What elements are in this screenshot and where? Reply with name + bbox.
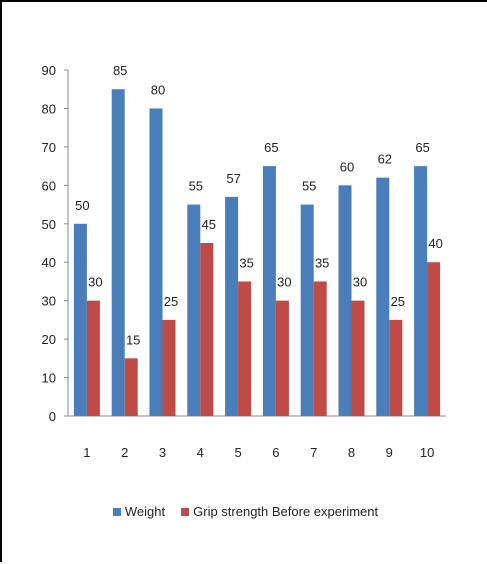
bar-weight	[414, 166, 428, 416]
y-axis-ticks: 0 10 20 30 40 50 60 70 80 90	[42, 63, 68, 424]
y-tick-label: 60	[42, 178, 56, 193]
data-label-weight: 60	[340, 159, 354, 174]
x-tick-label: 7	[310, 445, 317, 460]
data-label-grip-strength: 35	[239, 255, 253, 270]
y-tick-label: 40	[42, 255, 56, 270]
bar-grip-strength	[124, 358, 138, 416]
data-label-weight: 55	[302, 179, 316, 194]
data-label-weight: 85	[113, 63, 127, 78]
bar-weight	[225, 196, 239, 416]
x-tick-label: 10	[420, 445, 434, 460]
x-tick-label: 6	[272, 445, 279, 460]
y-tick-label: 70	[42, 140, 56, 155]
data-label-grip-strength: 25	[391, 294, 405, 309]
data-label-weight: 50	[75, 198, 89, 213]
bar-weight	[73, 223, 87, 416]
data-label-weight: 62	[378, 152, 392, 167]
data-label-grip-strength: 15	[126, 332, 140, 347]
legend-item-weight: Weight	[112, 504, 166, 519]
x-tick-label: 9	[386, 445, 393, 460]
data-label-grip-strength: 25	[164, 294, 178, 309]
legend: Weight Grip strength Before experiment	[2, 504, 487, 519]
data-label-grip-strength: 30	[88, 275, 102, 290]
bar-weight	[338, 185, 352, 416]
bar-weight	[187, 204, 201, 416]
bar-grip-strength	[351, 300, 365, 416]
y-tick-label: 90	[42, 63, 56, 78]
y-tick-label: 50	[42, 217, 56, 232]
y-tick-label: 30	[42, 294, 56, 309]
y-tick-label: 0	[49, 409, 56, 424]
data-label-grip-strength: 40	[428, 236, 442, 251]
bar-grip-strength	[427, 262, 441, 416]
x-tick-label: 4	[197, 445, 204, 460]
bar-grip-strength	[313, 281, 327, 416]
data-label-weight: 65	[415, 140, 429, 155]
bar-weight	[300, 204, 314, 416]
bars-group	[73, 89, 441, 416]
legend-item-grip-strength: Grip strength Before experiment	[181, 504, 378, 519]
x-tick-label: 8	[348, 445, 355, 460]
bar-grip-strength	[238, 281, 252, 416]
y-tick-label: 80	[42, 101, 56, 116]
legend-label-weight: Weight	[124, 504, 166, 519]
bar-grip-strength	[86, 300, 100, 416]
bar-grip-strength	[275, 300, 289, 416]
bar-grip-strength	[162, 319, 176, 416]
data-label-weight: 55	[189, 179, 203, 194]
data-label-grip-strength: 30	[353, 275, 367, 290]
legend-swatch-weight	[112, 507, 121, 516]
x-axis-ticks: 1 2 3 4 5 6 7 8 9 10	[83, 445, 434, 460]
x-tick-label: 3	[159, 445, 166, 460]
x-tick-label: 1	[83, 445, 90, 460]
y-tick-label: 20	[42, 332, 56, 347]
bar-weight	[149, 108, 163, 416]
data-label-weight: 57	[226, 171, 240, 186]
data-labels-group: 50 30 85 15 80 25 55 45 57 35 65 30 55 35 60 30 62 25 65 40	[75, 63, 443, 347]
bar-grip-strength	[200, 243, 214, 416]
x-tick-label: 5	[234, 445, 241, 460]
data-label-weight: 65	[264, 140, 278, 155]
bar-grip-strength	[389, 319, 403, 416]
legend-label-grip-strength: Grip strength Before experiment	[193, 504, 379, 519]
data-label-weight: 80	[151, 82, 165, 97]
data-label-grip-strength: 35	[315, 255, 329, 270]
legend-swatch-grip-strength	[181, 507, 190, 516]
data-label-grip-strength: 45	[202, 217, 216, 232]
data-label-grip-strength: 30	[277, 275, 291, 290]
bar-weight	[376, 177, 390, 416]
x-tick-label: 2	[121, 445, 128, 460]
bar-weight	[111, 89, 125, 416]
y-tick-label: 10	[42, 371, 56, 386]
bar-weight	[262, 166, 276, 416]
